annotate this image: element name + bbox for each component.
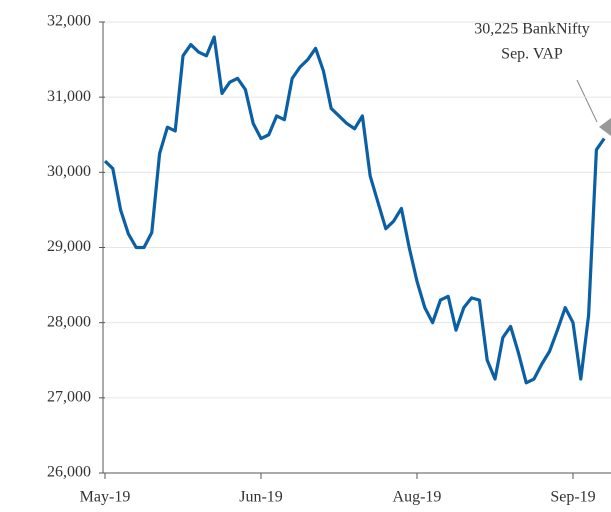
x-tick-label: Aug-19 [393, 489, 442, 506]
annotation-marker [599, 118, 611, 136]
annotation-arrow [576, 79, 598, 123]
line-series [103, 35, 606, 385]
y-tick-label: 28,000 [47, 313, 91, 330]
y-tick-label: 29,000 [47, 238, 91, 255]
annotation-line: Sep. VAP [501, 46, 563, 63]
y-tick-label: 31,000 [47, 88, 91, 105]
annotation-line: 30,225 BankNifty [474, 21, 590, 38]
y-tick-label: 30,000 [47, 163, 91, 180]
x-tick-label: Sep-19 [550, 489, 595, 506]
x-tick-label: May-19 [80, 489, 131, 506]
y-tick-label: 27,000 [47, 389, 91, 406]
x-tick-label: Jun-19 [239, 489, 283, 506]
y-tick-label: 32,000 [47, 13, 91, 30]
y-tick-label: 26,000 [47, 464, 91, 481]
